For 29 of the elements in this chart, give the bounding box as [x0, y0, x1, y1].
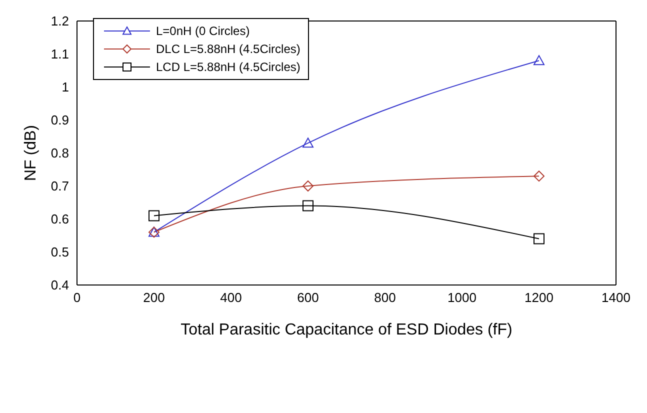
x-tick-label: 0 [73, 290, 81, 306]
point [534, 170, 544, 182]
x-tick-label: 200 [143, 290, 165, 306]
x-tick-label: 1200 [524, 290, 554, 306]
x-tick-label: 1000 [448, 290, 476, 306]
legend-label: L=0nH (0 Circles) [156, 24, 250, 38]
y-tick-label: 0.8 [50, 146, 69, 161]
y-tick-label: 0.6 [50, 212, 69, 227]
legend-label: LCD L=5.88nH (4.5Circles) [156, 60, 300, 74]
x-tick-label: 600 [297, 290, 319, 306]
y-tick-label: 1.1 [50, 46, 69, 62]
y-tick-label: 0.5 [50, 244, 69, 260]
legend-label: DLC L=5.88nH (4.5Circles) [156, 42, 300, 56]
y-tick-label: 1 [62, 80, 69, 95]
point [534, 55, 544, 66]
y-tick-label: 0.9 [50, 112, 69, 128]
point [302, 200, 314, 212]
y-tick-label: 0.4 [50, 278, 69, 293]
y-tick-label: 1.2 [50, 14, 69, 29]
point [148, 210, 160, 222]
x-axis-title: Total Parasitic Capacitance of ESD Diodes (fF) [180, 321, 512, 338]
point [302, 180, 314, 192]
y-tick-label: 0.7 [50, 178, 69, 194]
point [534, 233, 544, 244]
x-tick-label: 1400 [602, 290, 630, 306]
x-tick-label: 800 [374, 290, 396, 306]
y-axis-title: NF (dB) [22, 125, 40, 181]
x-tick-label: 400 [220, 290, 242, 306]
point [302, 138, 314, 148]
